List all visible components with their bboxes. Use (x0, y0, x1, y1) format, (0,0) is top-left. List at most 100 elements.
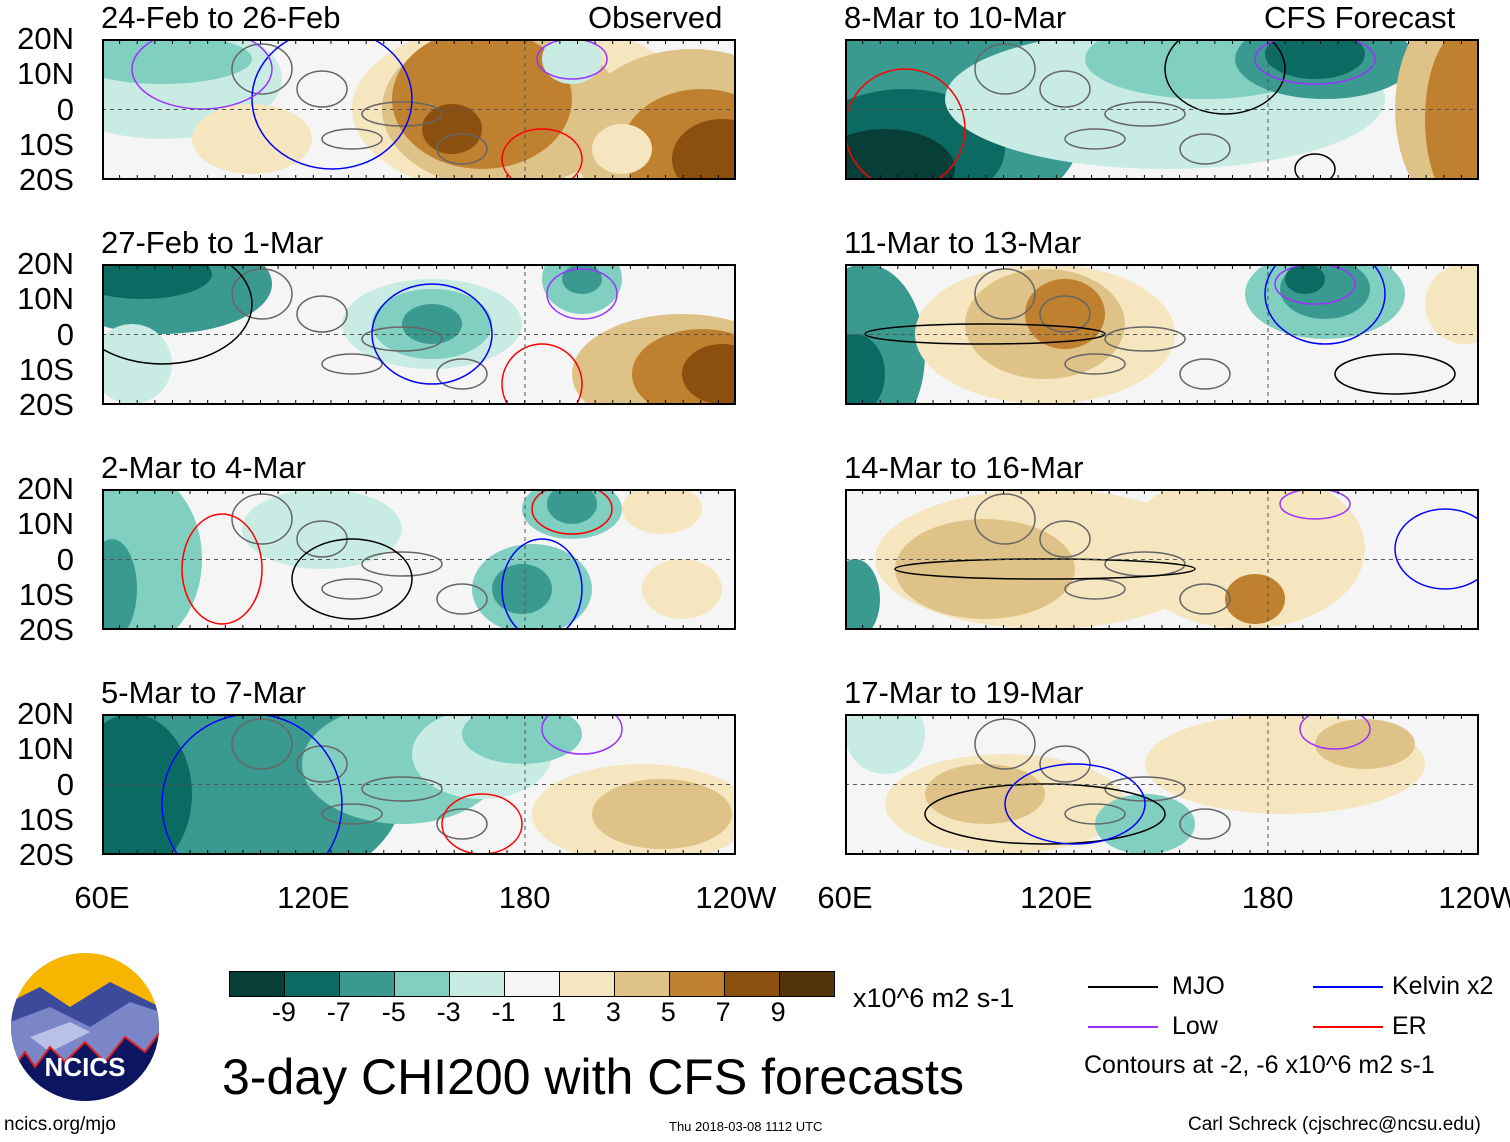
footer-url[interactable]: ncics.org/mjo (4, 1114, 116, 1135)
coastline (231, 268, 293, 320)
coastline (1064, 803, 1126, 825)
lon-tick-label: 180 (498, 880, 551, 915)
ncics-logo: NCICS (11, 953, 159, 1101)
shaded-region (102, 264, 212, 299)
lat-tick-label: 10N (17, 506, 74, 542)
contour-line (102, 264, 253, 365)
colorbar-swatch (725, 972, 780, 996)
contour-line (1334, 353, 1456, 395)
contour-line (1264, 264, 1386, 345)
colorbar-label: -1 (491, 997, 516, 1027)
colorbar-swatch (615, 972, 670, 996)
lat-tick-label: 10N (17, 56, 74, 92)
shaded-region (682, 344, 736, 404)
coastline (231, 718, 293, 770)
coastline (974, 718, 1036, 770)
coastline (436, 808, 488, 840)
shaded-region (1285, 264, 1325, 294)
coastline (1179, 358, 1231, 390)
contour-line (291, 538, 413, 620)
contour-line (501, 128, 583, 180)
cfs-forecast-label: CFS Forecast (1264, 0, 1456, 35)
coastline (1039, 295, 1091, 333)
colorbar-swatch (285, 972, 340, 996)
colorbar-label: -7 (326, 997, 351, 1027)
lat-tick-label: 20N (17, 696, 74, 731)
panel-title: 8-Mar to 10-Mar (844, 0, 1067, 35)
colorbar-swatch (230, 972, 285, 996)
coastline (974, 268, 1036, 320)
shaded-region (672, 119, 736, 180)
colorbar-swatch (780, 972, 834, 996)
colorbar-label: -3 (436, 997, 461, 1027)
legend-mjo: MJO (1172, 972, 1225, 1000)
shaded-region (845, 334, 885, 405)
shaded-region (102, 539, 137, 630)
lat-tick-label: 20N (17, 21, 74, 56)
shaded-region (102, 714, 192, 855)
shaded-region (1125, 489, 1365, 629)
map-panel (845, 714, 1479, 855)
coastline (1064, 353, 1126, 375)
map-panel (102, 39, 736, 180)
colorbar-label: -5 (381, 997, 406, 1027)
contour-line (181, 513, 263, 625)
colorbar-swatch (395, 972, 450, 996)
coastline (1064, 128, 1126, 150)
panel-title: 11-Mar to 13-Mar (844, 225, 1082, 260)
shaded-region (1425, 39, 1479, 180)
contour-line (1294, 153, 1336, 180)
colorbar-swatch (670, 972, 725, 996)
shaded-region (1265, 39, 1365, 79)
contour-line (1279, 489, 1351, 520)
map-panel (102, 714, 736, 855)
legend-line-kelvin (1313, 986, 1383, 988)
map-panel (845, 264, 1479, 405)
contour-line (845, 68, 966, 180)
lon-tick-label: 180 (1241, 880, 1294, 915)
lat-tick-label: 10S (18, 351, 74, 387)
colorbar-swatch (450, 972, 505, 996)
contour-line (501, 538, 583, 630)
shaded-region (402, 304, 462, 344)
lat-tick-label: 20S (18, 162, 74, 197)
coastline (361, 551, 443, 577)
coastline (321, 803, 383, 825)
shaded-region (1225, 574, 1285, 624)
shaded-region (1025, 279, 1105, 349)
lon-tick-label: 120E (277, 880, 350, 915)
colorbar-swatch (340, 972, 395, 996)
colorbar-units: x10^6 m2 s-1 (853, 983, 1015, 1013)
panel-title: 2-Mar to 4-Mar (101, 450, 306, 485)
contour-line (371, 283, 493, 385)
coastline (296, 745, 348, 783)
lon-tick-label: 120W (695, 880, 777, 915)
coastline (321, 128, 383, 150)
coastline (296, 70, 348, 108)
lat-tick-label: 10S (18, 126, 74, 162)
shaded-region (422, 104, 482, 154)
contour-line (501, 343, 583, 405)
observed-label: Observed (588, 0, 723, 35)
coastline (321, 578, 383, 600)
colorbar (229, 971, 835, 997)
legend-low: Low (1172, 1012, 1218, 1040)
coastline (436, 133, 488, 165)
contour-line (531, 489, 613, 535)
shaded-region (562, 264, 602, 294)
shaded-region (1425, 264, 1479, 344)
panel-title: 27-Feb to 1-Mar (101, 225, 324, 260)
coastline (436, 358, 488, 390)
coastline (1104, 101, 1186, 127)
coastline (361, 326, 443, 352)
shaded-region (192, 104, 312, 174)
shaded-region (592, 124, 652, 174)
coastline (1039, 520, 1091, 558)
map-panel (102, 489, 736, 630)
lat-tick-label: 20N (17, 246, 74, 281)
shaded-region (622, 489, 702, 534)
shaded-region (642, 559, 722, 619)
coastline (1179, 133, 1231, 165)
coastline (1179, 583, 1231, 615)
lon-tick-label: 60E (74, 880, 130, 915)
